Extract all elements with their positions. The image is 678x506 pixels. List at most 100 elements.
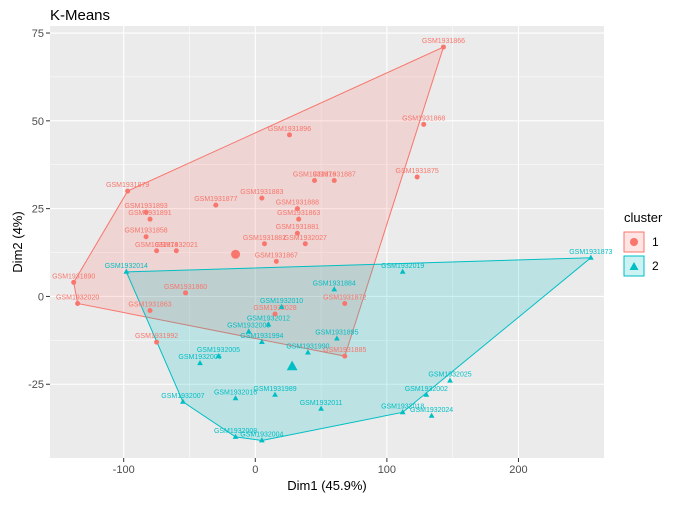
point-label: GSM1931893	[124, 203, 167, 210]
point-label: GSM1931867	[255, 252, 298, 259]
cluster-2-center	[286, 360, 298, 371]
point-label: GSM1931860	[164, 284, 207, 291]
cluster-2-point	[305, 349, 311, 355]
y-tick-label: 0	[38, 291, 44, 303]
cluster-1-point	[173, 248, 179, 254]
point-label: GSM1931885	[323, 347, 366, 354]
point-label: GSM1931887	[313, 172, 356, 179]
x-tick-label: 0	[252, 464, 258, 476]
point-label: GSM1932004	[240, 431, 283, 438]
cluster-1-point	[125, 188, 131, 194]
point-label: GSM1932006	[178, 354, 221, 361]
point-label: GSM1931876	[293, 172, 336, 179]
legend-label-2: 2	[652, 259, 659, 273]
point-label: GSM1931896	[268, 126, 311, 133]
cluster-2-point	[232, 395, 239, 401]
point-label: GSM1932016	[214, 389, 257, 396]
cluster-2-point	[272, 391, 278, 397]
point-label: GSM1931890	[52, 273, 95, 280]
point-label: GSM1931881	[276, 224, 319, 231]
cluster-1-point	[147, 307, 153, 313]
cluster-2-point	[232, 433, 239, 439]
cluster-centers	[231, 249, 298, 371]
point-label: GSM1932025	[428, 372, 471, 379]
point-label: GSM1931884	[313, 280, 356, 287]
cluster-1-point	[342, 300, 348, 306]
x-axis-title: Dim1 (45.9%)	[287, 478, 366, 493]
point-label: GSM1932011	[300, 400, 343, 407]
cluster-2-point	[258, 338, 265, 345]
cluster-1-point	[294, 206, 300, 212]
cluster-1-point	[331, 178, 337, 184]
cluster-1-point	[75, 300, 81, 306]
cluster-2-point	[123, 268, 130, 274]
legend-title: cluster	[624, 210, 663, 225]
y-tick-label: -25	[28, 379, 44, 391]
x-tick-label: 100	[378, 464, 396, 476]
point-label: GSM1931895	[315, 330, 358, 337]
point-label: GSM1932028	[253, 305, 296, 312]
cluster-1-point	[440, 44, 446, 50]
point-label: GSM1931891	[128, 210, 171, 217]
point-label: GSM1932002	[405, 386, 448, 393]
cluster-1-point	[286, 132, 292, 138]
y-tick-label: 75	[32, 28, 44, 40]
point-labels: GSM1931866 GSM1931868 GSM1931896 GSM1931875…	[52, 38, 612, 438]
cluster-2-point	[447, 377, 453, 383]
point-label: GSM1932027	[284, 235, 327, 242]
cluster-2-point	[265, 321, 272, 327]
plot-panel	[50, 26, 604, 458]
point-label: GSM1931858	[124, 228, 167, 235]
cluster-2-point	[197, 359, 203, 366]
cluster-2-point	[331, 286, 338, 292]
cluster-2-point	[215, 352, 222, 359]
chart-title: K-Means	[50, 7, 110, 24]
x-tick-label: 200	[509, 464, 527, 476]
cluster-1-point	[213, 202, 219, 208]
cluster-1-point	[71, 279, 77, 285]
cluster-1-point	[294, 230, 300, 236]
cluster-1-point	[261, 241, 267, 247]
point-label: GSM1931874	[135, 242, 178, 249]
cluster-1-point	[311, 178, 317, 184]
cluster-1-point	[296, 216, 302, 222]
cluster-1-point	[154, 339, 160, 345]
legend-triangle-marker	[629, 262, 639, 270]
point-label: GSM1931882	[243, 235, 286, 242]
axis-ticks: -100 0 100 200 -25 0 25 50 75	[28, 28, 528, 476]
x-tick-label: -100	[113, 464, 135, 476]
cluster-1-point	[183, 290, 189, 296]
cluster-1-center	[231, 249, 241, 259]
point-label: GSM1932010	[260, 298, 303, 305]
point-label: GSM1931992	[135, 333, 178, 340]
point-label: GSM1932021	[155, 242, 198, 249]
cluster-1-point	[259, 195, 265, 201]
point-label: GSM1931866	[422, 38, 465, 45]
point-label: GSM1931990	[286, 344, 329, 351]
cluster-1-point	[273, 258, 279, 264]
point-label: GSM1932018	[381, 403, 424, 410]
point-label: GSM1931994	[240, 333, 283, 340]
point-label: GSM1932009	[227, 323, 270, 330]
point-label: GSM1932024	[410, 407, 453, 414]
gridlines	[50, 26, 604, 458]
cluster-1-point	[302, 241, 308, 247]
cluster-2-point	[587, 254, 594, 260]
cluster-2-point	[180, 398, 186, 404]
point-label: GSM1932014	[105, 263, 148, 270]
cluster-2-point	[245, 328, 252, 334]
cluster-1-point	[143, 234, 149, 240]
legend: cluster 1 2	[623, 210, 663, 277]
cluster-1-point	[272, 311, 278, 317]
cluster-1-point	[414, 174, 420, 180]
point-label: GSM1932005	[197, 347, 240, 354]
point-label: GSM1932008	[214, 428, 257, 435]
point-label: GSM1931989	[253, 386, 296, 393]
y-axis-title: Dim2 (4%)	[10, 211, 25, 272]
cluster-1-point	[143, 209, 149, 215]
point-label: GSM1931868	[402, 115, 445, 122]
cluster-1-hull	[73, 46, 445, 357]
cluster-2-point	[428, 412, 435, 418]
cluster-2-point	[399, 268, 406, 274]
